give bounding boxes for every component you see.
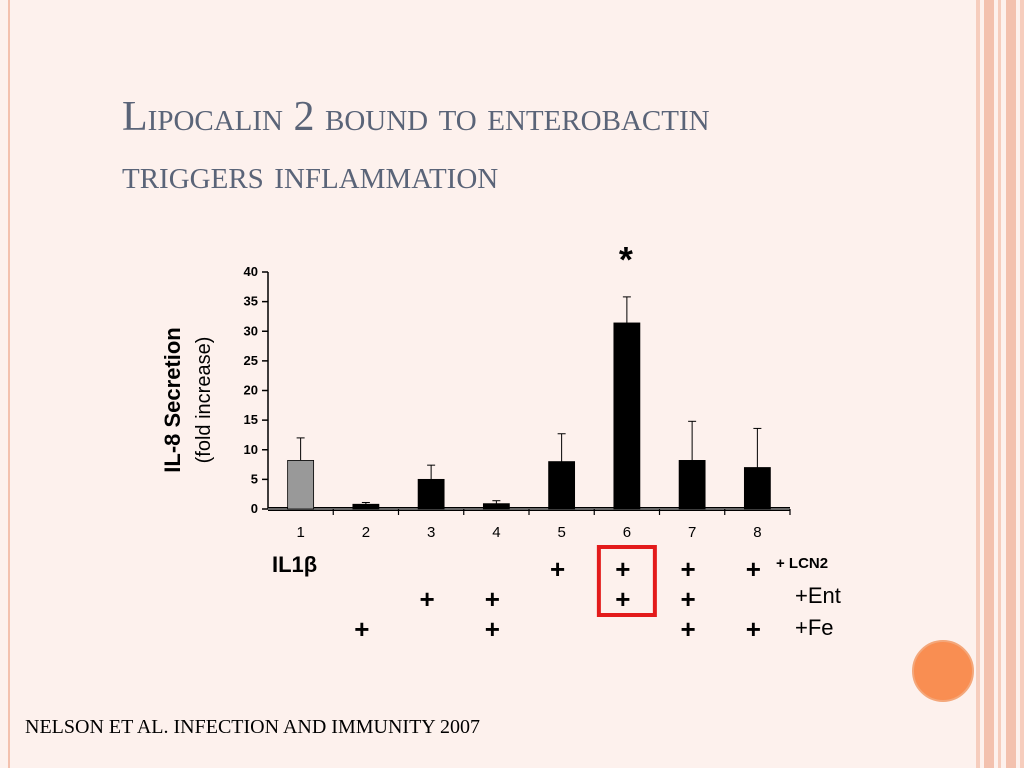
y-tick-label: 5 (251, 471, 258, 486)
bars (287, 296, 771, 510)
x-axis-ticks: 1 2 3 4 5 6 7 8 (296, 509, 791, 541)
bar-1 (287, 460, 315, 510)
x-tick-label-6: 6 (623, 524, 631, 541)
highlight-box (596, 545, 657, 617)
annotations: * (596, 239, 657, 617)
significance-asterisk: * (619, 239, 633, 280)
plus-mark: + (420, 584, 435, 614)
decorative-orange-circle (912, 640, 974, 702)
y-tick-label: 0 (251, 501, 258, 516)
chart-axes (267, 272, 790, 511)
x-tick-label-1: 1 (296, 524, 304, 541)
x-tick-label-4: 4 (492, 524, 500, 541)
slide-title: Lipocalin 2 bound to enterobactin trigge… (122, 88, 962, 204)
x-tick-label-3: 3 (427, 524, 435, 541)
plus-mark: + (681, 614, 696, 644)
y-tick-label: 15 (244, 412, 258, 427)
y-axis-label: IL-8 Secretion (160, 327, 185, 472)
plus-mark: + (615, 554, 630, 584)
condition-label-il1b: IL1β (272, 552, 317, 577)
bar-8 (743, 467, 771, 510)
y-axis-ticks: 0 5 10 15 20 25 30 35 40 (244, 264, 268, 516)
bar-7 (678, 460, 706, 510)
slide-title-line-2: triggers inflammation (122, 152, 499, 198)
condition-label-lcn2: + LCN2 (776, 555, 828, 572)
bar-3 (417, 478, 445, 510)
y-tick-label: 10 (244, 442, 258, 457)
x-tick-label-7: 7 (688, 524, 696, 541)
plus-mark: + (746, 614, 761, 644)
plus-mark: + (354, 614, 369, 644)
plus-mark: + (746, 554, 761, 584)
plus-mark: + (485, 614, 500, 644)
x-tick-label-8: 8 (753, 524, 761, 541)
left-decorative-rule (8, 0, 10, 768)
plus-mark: + (485, 584, 500, 614)
bar-6 (613, 322, 641, 510)
bar-4 (482, 503, 510, 510)
il8-bar-chart: IL-8 Secretion (fold increase) 051015202… (160, 239, 841, 644)
plus-mark: + (681, 584, 696, 614)
condition-rows: + + + ++ + + ++ + + +IL1β + LCN2+Ent+Fe (272, 552, 841, 644)
plus-mark: + (615, 584, 630, 614)
bar-2 (352, 503, 380, 510)
slide-title-line-1: Lipocalin 2 bound to enterobactin (122, 94, 710, 140)
y-tick-label: 25 (244, 353, 258, 368)
bar-5 (548, 461, 576, 510)
y-tick-label: 40 (244, 264, 258, 279)
right-decorative-stripes (976, 0, 1024, 768)
y-tick-label: 30 (244, 323, 258, 338)
y-tick-label: 20 (244, 383, 258, 398)
citation: NELSON ET AL. INFECTION AND IMMUNITY 200… (25, 716, 480, 738)
x-tick-label-5: 5 (557, 524, 565, 541)
plus-mark: + (681, 554, 696, 584)
y-axis-sublabel: (fold increase) (193, 337, 215, 464)
x-tick-label-2: 2 (362, 524, 370, 541)
plus-mark: + (550, 554, 565, 584)
y-axis-label-group: IL-8 Secretion (fold increase) (160, 327, 215, 472)
condition-label-ent: +Ent (795, 583, 841, 608)
condition-label-fe: +Fe (795, 615, 834, 640)
y-tick-label: 35 (244, 294, 258, 309)
